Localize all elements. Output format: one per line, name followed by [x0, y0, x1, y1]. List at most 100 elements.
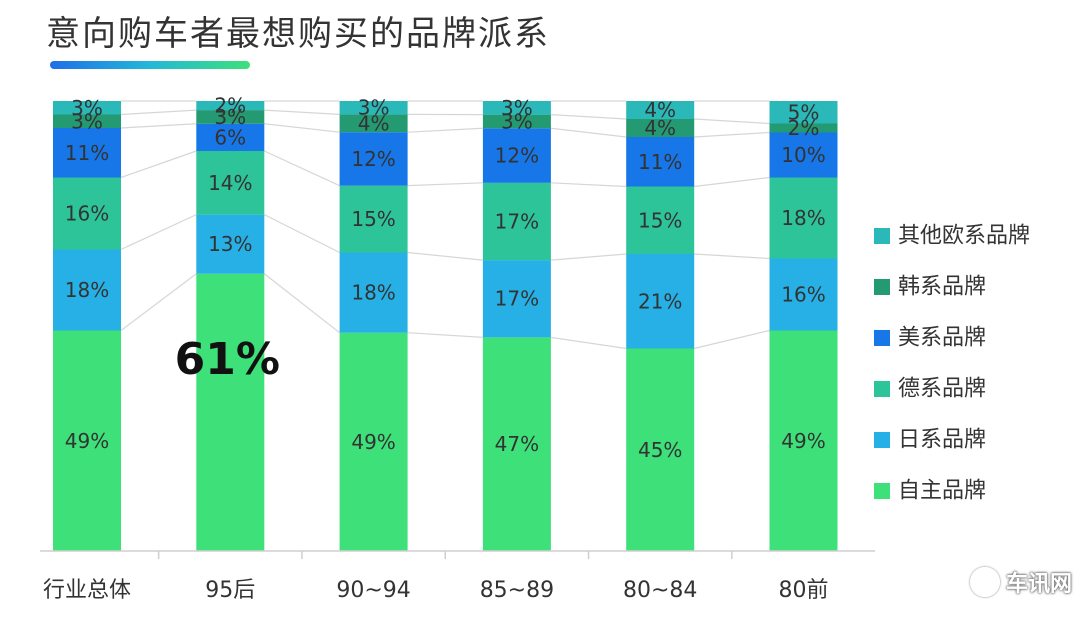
bar-3-series-3 [482, 128, 551, 183]
connector-4-2 [694, 176, 770, 188]
legend-label-4: 日系品牌 [898, 428, 986, 453]
legend-swatch-3 [874, 381, 890, 397]
data-label-5-series-2: 18% [781, 206, 825, 230]
legend-swatch-5 [874, 483, 890, 499]
bar-1-series-1 [196, 214, 265, 274]
bar-1-series-2 [196, 151, 265, 215]
data-label-5-series-0: 49% [781, 429, 825, 453]
connector-lines [120, 100, 770, 350]
data-label-4-series-5: 4% [644, 98, 676, 122]
connector-1-2 [264, 150, 340, 187]
data-label-0-series-1: 18% [65, 278, 109, 302]
data-label-5-series-4: 2% [788, 116, 820, 140]
data-label-1-series-1: 13% [208, 232, 252, 256]
legend-label-3: 德系品牌 [898, 377, 986, 402]
data-label-2-series-1: 18% [351, 281, 395, 305]
data-label-4-series-3: 11% [638, 150, 682, 174]
bar-2-series-3 [339, 132, 408, 186]
connector-4-1 [694, 253, 770, 260]
data-label-5-series-5: 5% [788, 100, 820, 124]
bar-1-series-4 [196, 110, 265, 124]
connector-0-1 [120, 214, 197, 251]
data-label-5-series-1: 16% [781, 283, 825, 307]
data-label-2-series-5: 3% [358, 96, 390, 120]
watermark: 车讯网 [970, 566, 1072, 598]
data-label-2-series-4: 4% [358, 111, 390, 135]
bar-3-series-5 [482, 101, 551, 115]
bar-4-series-2 [626, 186, 695, 254]
connector-3-1 [550, 253, 627, 261]
data-label-0-series-0: 49% [65, 429, 109, 453]
data-label-3-series-3: 12% [495, 144, 539, 168]
connector-0-2 [120, 150, 197, 179]
connector-1-0 [263, 273, 340, 334]
data-label-2-series-0: 49% [351, 430, 395, 454]
connector-0-0 [120, 273, 197, 331]
bar-3-series-1 [482, 260, 551, 338]
connector-3-4 [550, 114, 627, 120]
bar-1-series-3 [196, 123, 265, 151]
bar-5-series-1 [769, 258, 838, 331]
data-label-1-series-4: 3% [214, 105, 246, 129]
connector-4-0 [694, 329, 770, 350]
bar-0-series-2 [53, 177, 121, 250]
category-label-5: 80前 [779, 578, 829, 603]
title-underline [50, 61, 250, 69]
data-label-4-series-2: 15% [638, 208, 682, 232]
bar-3-series-4 [482, 114, 551, 129]
bar-2-series-2 [339, 185, 408, 253]
connector-3-2 [550, 182, 627, 188]
bar-2-series-0 [339, 332, 408, 551]
legend-label-0: 其他欧系品牌 [898, 224, 1030, 249]
data-label-0-series-3: 11% [65, 141, 109, 165]
bar-4-series-0 [626, 348, 695, 551]
data-label-4-series-4: 4% [644, 116, 676, 140]
legend-label-5: 自主品牌 [898, 479, 986, 504]
data-label-3-series-1: 17% [495, 287, 539, 311]
connector-3-0 [550, 336, 627, 350]
connector-1-3 [264, 123, 340, 133]
bar-5-series-5 [769, 101, 838, 124]
category-label-4: 80~84 [623, 578, 697, 603]
bar-3-series-2 [482, 182, 551, 261]
data-label-4-series-1: 21% [638, 289, 682, 313]
data-label-1-series-3: 6% [214, 125, 246, 149]
connector-1-4 [264, 109, 340, 115]
data-label-1-series-2: 14% [208, 171, 252, 195]
data-label-3-series-5: 3% [501, 96, 533, 120]
category-label-3: 85~89 [480, 578, 554, 603]
watermark-text: 车讯网 [1006, 572, 1073, 597]
data-label-3-series-4: 3% [501, 109, 533, 133]
connector-2-0 [407, 332, 483, 338]
legend-swatch-0 [874, 228, 890, 244]
bar-1-series-0 [196, 273, 265, 551]
category-label-1: 95后 [205, 578, 255, 603]
data-label-3-series-2: 17% [495, 209, 539, 233]
bar-0-series-1 [53, 249, 121, 331]
bar-4-series-1 [626, 254, 695, 349]
legend-label-2: 美系品牌 [898, 326, 986, 351]
car-logo-icon [970, 567, 1000, 597]
legend-swatch-4 [874, 432, 890, 448]
data-label-3-series-0: 47% [495, 432, 539, 456]
connector-2-3 [407, 127, 483, 133]
connector-0-3 [120, 123, 197, 129]
bar-2-series-4 [339, 114, 408, 133]
data-label-1-series-0: 61% [175, 334, 280, 385]
connector-2-1 [407, 251, 483, 261]
connector-0-4 [120, 109, 197, 116]
bar-5-series-2 [769, 177, 838, 259]
bar-0-series-5 [53, 101, 121, 115]
legend-swatch-1 [874, 279, 890, 295]
bar-4-series-4 [626, 119, 695, 137]
legend-swatch-2 [874, 330, 890, 346]
data-label-4-series-0: 45% [638, 438, 682, 462]
data-label-0-series-4: 3% [71, 109, 103, 133]
category-labels: 行业总体 95后 90~94 85~89 80~84 80前 [43, 578, 829, 603]
connector-4-4 [694, 118, 770, 125]
data-label-1-series-5: 2% [214, 94, 246, 118]
category-label-2: 90~94 [336, 578, 410, 603]
data-label-5-series-3: 10% [781, 143, 825, 167]
bar-5-series-4 [769, 123, 838, 133]
